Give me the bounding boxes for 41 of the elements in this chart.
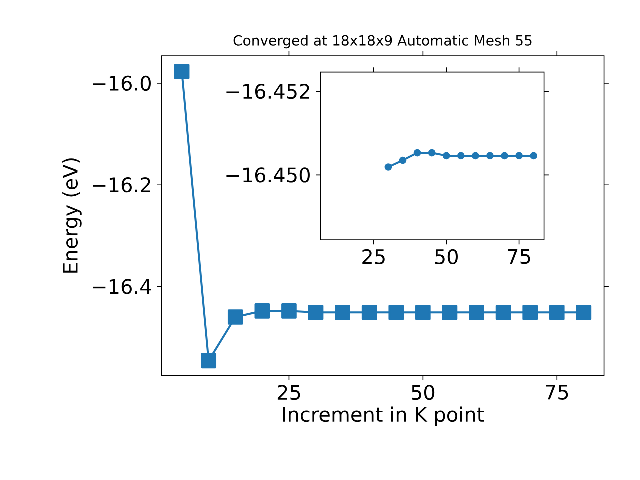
point xyxy=(254,303,270,319)
point xyxy=(362,305,378,320)
x-axis-title: Increment in K point xyxy=(283,406,484,426)
x-tick-label: 25 xyxy=(278,385,300,400)
point xyxy=(416,305,431,320)
point xyxy=(501,152,508,160)
point xyxy=(469,305,484,320)
y-tick-label: −16.2 xyxy=(93,178,150,193)
x-tick-label: 25 xyxy=(362,249,385,264)
chart-title: Converged at 18x18x9 Automatic Mesh 55 xyxy=(234,35,532,49)
point xyxy=(457,152,465,160)
point xyxy=(442,305,458,320)
point xyxy=(414,149,422,157)
point xyxy=(399,156,407,164)
point xyxy=(472,152,480,160)
point xyxy=(335,305,350,320)
x-tick-label: 50 xyxy=(412,385,435,400)
point xyxy=(496,305,512,320)
x-tick-label: 75 xyxy=(546,385,568,400)
point xyxy=(282,303,297,319)
x-tick-label: 75 xyxy=(508,249,530,264)
point xyxy=(442,152,450,160)
point xyxy=(428,149,436,157)
point xyxy=(549,305,565,320)
y-tick-label: −16.452 xyxy=(226,84,310,100)
point xyxy=(228,310,244,325)
point xyxy=(384,164,392,171)
point xyxy=(522,305,538,320)
point xyxy=(516,152,523,160)
point xyxy=(388,305,404,320)
x-tick-label: 50 xyxy=(435,249,458,264)
point xyxy=(308,305,324,320)
point xyxy=(576,305,592,320)
y-axis-title: Energy (eV) xyxy=(62,158,82,273)
point xyxy=(201,353,217,369)
y-tick-label: −16.450 xyxy=(226,168,310,183)
point xyxy=(486,152,494,160)
y-tick-label: −16.4 xyxy=(93,279,152,294)
point xyxy=(174,64,190,80)
point xyxy=(530,152,538,160)
y-tick-label: −16.0 xyxy=(93,76,151,92)
